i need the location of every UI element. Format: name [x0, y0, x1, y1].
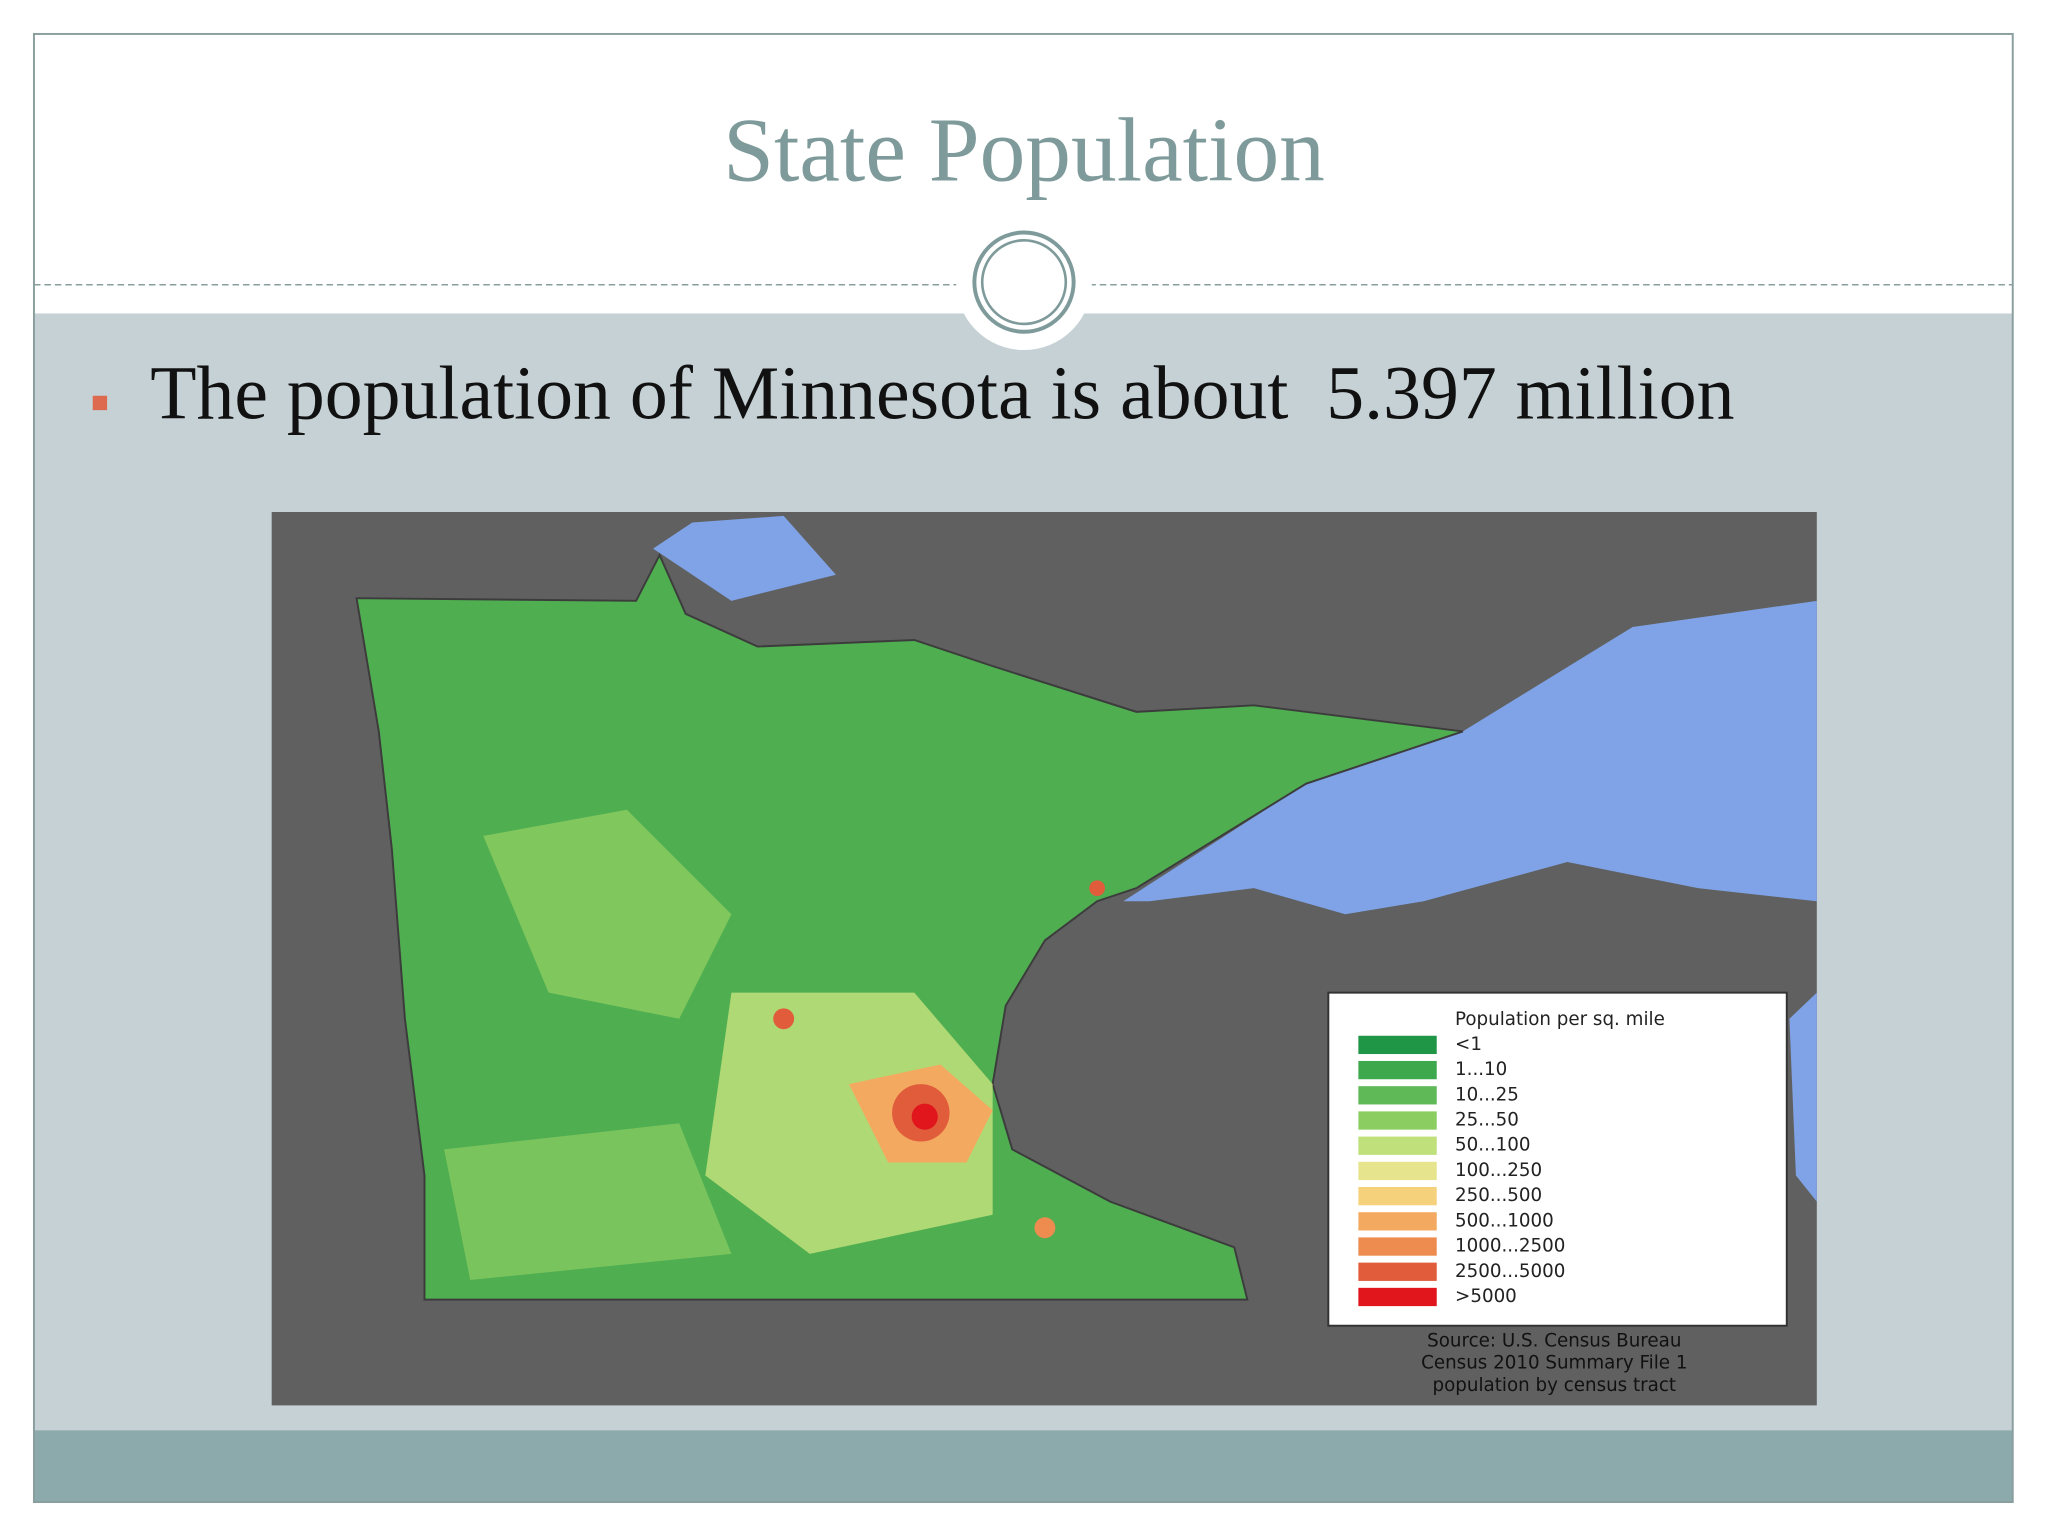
map: Population per sq. mile <1 1...10 10...25 25…	[271, 512, 1817, 1406]
legend-label: 10...25	[1455, 1084, 1519, 1105]
source-line: population by census tract	[1433, 1375, 1677, 1396]
legend-swatch	[1358, 1086, 1437, 1105]
region	[1034, 1217, 1056, 1239]
legend-label: 1...10	[1455, 1059, 1507, 1080]
legend-title: Population per sq. mile	[1455, 1009, 1665, 1030]
lake	[1789, 992, 1817, 1202]
slide-title: State Population	[723, 99, 1325, 200]
legend-label: 50...100	[1455, 1135, 1531, 1156]
legend-label: <1	[1455, 1034, 1482, 1055]
legend-swatch	[1358, 1161, 1437, 1181]
legend-label: 25...50	[1455, 1110, 1519, 1131]
region	[444, 1123, 732, 1280]
legend-swatch	[1358, 1035, 1437, 1055]
bullet-text: The population of Minnesota is about 5.3…	[150, 351, 1734, 435]
divider-ring	[980, 239, 1068, 326]
slide-border	[32, 32, 2014, 1504]
divider-ring	[972, 230, 1076, 334]
legend-label: 100...250	[1455, 1160, 1542, 1181]
legend-label: 1000...2500	[1455, 1236, 1565, 1257]
legend-label: >5000	[1455, 1286, 1517, 1307]
legend-label: 500...1000	[1455, 1210, 1554, 1231]
legend-swatch	[1358, 1212, 1437, 1231]
legend: Population per sq. mile <1 1...10 10...25 25…	[1358, 1009, 1665, 1307]
legend-label: 2500...5000	[1455, 1261, 1565, 1282]
footer-band	[33, 1430, 2013, 1503]
legend-swatch	[1358, 1111, 1437, 1130]
state-outline	[355, 552, 1464, 1301]
region	[773, 1008, 795, 1030]
legend-swatch	[1358, 1060, 1437, 1080]
bullet-marker	[92, 395, 108, 411]
legend-swatch	[1358, 1262, 1437, 1281]
source-line: Source: U.S. Census Bureau	[1427, 1330, 1681, 1351]
lake	[653, 515, 836, 601]
legend-label: 250...500	[1455, 1185, 1542, 1206]
lake	[1123, 600, 1817, 915]
legend-swatch	[1358, 1287, 1437, 1307]
legend-swatch	[1358, 1136, 1437, 1155]
region	[483, 809, 732, 1019]
region	[911, 1103, 938, 1130]
source-line: Census 2010 Summary File 1	[1421, 1353, 1687, 1374]
region	[705, 992, 993, 1254]
region	[1089, 880, 1105, 896]
legend-swatch	[1358, 1237, 1437, 1256]
legend-swatch	[1358, 1187, 1437, 1206]
